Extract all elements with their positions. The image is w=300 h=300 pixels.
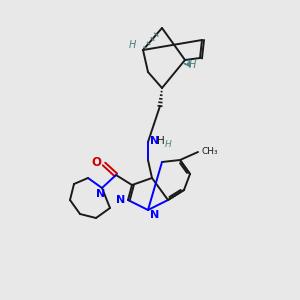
Text: N: N	[116, 195, 125, 205]
Text: N: N	[150, 210, 159, 220]
Text: CH₃: CH₃	[201, 146, 217, 155]
Text: H: H	[189, 60, 196, 70]
Text: N: N	[96, 189, 105, 199]
Text: H: H	[157, 136, 165, 146]
Text: N: N	[150, 136, 159, 146]
Text: H: H	[165, 140, 172, 149]
Text: H: H	[129, 40, 136, 50]
Text: O: O	[91, 157, 101, 169]
